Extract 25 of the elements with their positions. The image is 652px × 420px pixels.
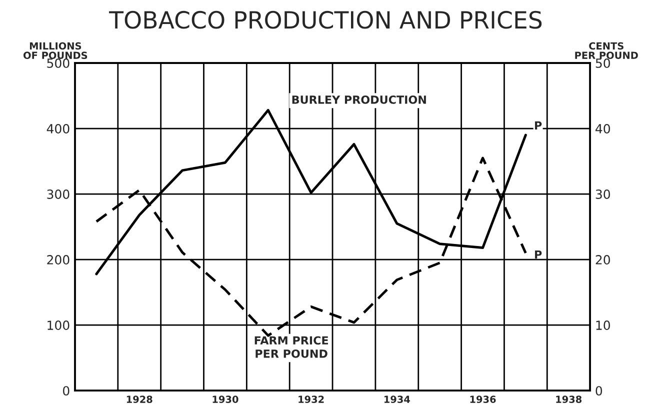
- y-tick-label: 0: [62, 386, 70, 396]
- y-tick-label: 200: [47, 255, 70, 264]
- x-tick-label: 1934: [384, 396, 410, 403]
- chart-title: TOBACCO PRODUCTION AND PRICES: [109, 10, 542, 29]
- y2-axis-title: CENTS PER POUND: [575, 42, 638, 60]
- x-tick-label: 1928: [126, 396, 152, 403]
- y-tick-label: 100: [48, 320, 70, 330]
- y2-tick-label: 10: [596, 320, 610, 330]
- series-label: FARM PRICE PER POUND: [254, 336, 328, 358]
- y-tick-label: 300: [47, 190, 70, 199]
- x-tick-label: 1936: [470, 396, 496, 403]
- x-tick-label: 1930: [212, 396, 238, 403]
- y2-tick-label: 0: [596, 386, 602, 396]
- y2-tick-label: 40: [596, 124, 610, 134]
- y-axis-title: MILLIONS OF POUNDS: [24, 42, 88, 60]
- annotation: P: [535, 121, 542, 130]
- y2-tick-label: 30: [596, 190, 610, 199]
- y2-tick-label: 20: [596, 255, 610, 264]
- annotation: P: [535, 250, 542, 259]
- text: BURLEY PRODUCTION: [292, 95, 426, 104]
- x-tick-label: 1932: [298, 396, 324, 403]
- x-tick-label: 1938: [556, 396, 582, 403]
- y2-tick-label: 50: [596, 58, 610, 68]
- y-tick-label: 500: [47, 58, 70, 68]
- y-tick-label: 400: [46, 124, 70, 134]
